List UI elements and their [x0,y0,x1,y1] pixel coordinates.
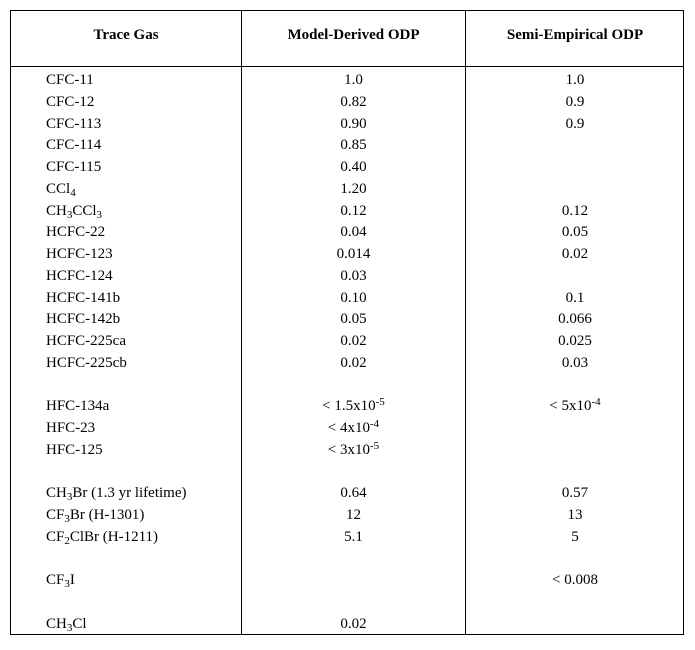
table-row: CFC-113 0.90 0.9 [11,114,683,136]
row-spacer [11,592,683,614]
table-row: CFC-114 0.85 [11,135,683,157]
model-odp-cell: 0.85 [340,137,367,154]
semi-empirical-odp-cell: 13 [567,507,583,523]
semi-empirical-odp-cell: 5 [571,528,579,545]
semi-empirical-odp-cell: 0.9 [565,115,585,132]
trace-gas-cell: HCFC-225ca [46,333,126,349]
trace-gas-cell: CF3I [46,572,75,591]
table-row: CCl4 1.20 [11,179,683,201]
trace-gas-cell: CF3Br (H-1301) [46,507,145,525]
model-odp-cell: 1.0 [344,72,363,88]
model-odp-cell: 0.64 [340,485,367,502]
model-odp-cell: 0.014 [336,246,371,262]
model-odp-cell: 0.82 [340,93,367,110]
model-odp-cell: < 3x10-5 [327,439,380,458]
semi-empirical-odp-cell: 0.1 [565,289,585,306]
table-row: HCFC-123 0.014 0.02 [11,244,683,266]
table-row: HCFC-22 0.04 0.05 [11,222,683,244]
header-trace-gas: Trace Gas [93,27,159,43]
model-odp-cell: 0.90 [340,115,367,132]
semi-empirical-odp-cell: 0.02 [561,246,589,262]
semi-empirical-odp-cell: 0.03 [561,354,589,371]
trace-gas-cell: CH3Cl [46,615,87,634]
row-spacer [11,375,683,397]
table-row: HFC-23 < 4x10-4 [11,418,683,440]
trace-gas-cell: CFC-115 [46,159,102,175]
semi-empirical-odp-cell: < 0.008 [552,572,598,589]
table-row: HCFC-225ca 0.02 0.025 [11,331,683,353]
header-model-derived-odp: Model-Derived ODP [287,27,420,43]
header-divider [11,66,683,67]
table-row: CF3Br (H-1301) 12 13 [11,505,683,527]
table-row: HFC-125 < 3x10-5 [11,440,683,462]
model-odp-cell: 0.03 [340,267,367,284]
trace-gas-cell: CCl4 [46,180,76,199]
table-row: CH3Cl 0.02 [11,614,683,636]
semi-empirical-odp-cell: 0.05 [561,224,589,241]
header-semi-empirical-odp: Semi-Empirical ODP [506,27,644,43]
column-divider [465,11,466,634]
row-spacer [11,549,683,571]
model-odp-cell: 0.10 [340,289,367,306]
trace-gas-cell: HCFC-22 [46,224,106,241]
semi-empirical-odp-cell: 1.0 [565,72,585,88]
table-row: CF3I < 0.008 [11,570,683,592]
table-row: CH3CCl3 0.12 0.12 [11,201,683,223]
trace-gas-cell: HCFC-225cb [46,354,127,371]
row-spacer [11,462,683,484]
trace-gas-cell: HCFC-123 [46,246,113,262]
model-odp-cell: 0.02 [340,333,367,349]
model-odp-cell: 0.02 [340,615,367,632]
semi-empirical-odp-cell: 0.12 [561,202,589,219]
column-divider [241,11,242,634]
table-row: CFC-115 0.40 [11,157,683,179]
trace-gas-cell: CFC-11 [46,72,94,88]
trace-gas-cell: CH3CCl3 [46,202,103,221]
model-odp-cell: 0.04 [340,224,367,241]
model-odp-cell: 0.05 [340,311,367,328]
model-odp-cell: 5.1 [344,528,363,545]
model-odp-cell: 0.12 [340,202,367,219]
model-odp-cell: 1.20 [340,180,367,197]
trace-gas-cell: HFC-134a [46,398,110,415]
trace-gas-cell: HCFC-141b [46,289,121,306]
model-odp-cell: 0.02 [340,354,367,371]
table-row: CFC-12 0.82 0.9 [11,92,683,114]
table-row: CFC-11 1.0 1.0 [11,70,683,92]
model-odp-cell: 12 [346,507,361,523]
table-row: HCFC-142b 0.05 0.066 [11,309,683,331]
semi-empirical-odp-cell: 0.025 [558,333,592,349]
semi-empirical-odp-cell: < 5x10-4 [549,396,601,415]
trace-gas-cell: CFC-113 [46,115,102,132]
semi-empirical-odp-cell: 0.9 [565,93,585,110]
model-odp-cell: < 1.5x10-5 [322,396,385,415]
model-odp-cell: < 4x10-4 [327,418,380,437]
semi-empirical-odp-cell: 0.066 [558,311,592,328]
table-row: HCFC-124 0.03 [11,266,683,288]
trace-gas-cell: CF2ClBr (H-1211) [46,528,159,547]
table-row: CF2ClBr (H-1211) 5.1 5 [11,527,683,549]
trace-gas-cell: HCFC-124 [46,267,113,284]
trace-gas-cell: HFC-125 [46,441,103,458]
table-body: CFC-11 1.0 1.0 CFC-12 0.82 0.9 CFC-113 0.90 0.9 C… [11,70,683,636]
table-row: HCFC-141b 0.10 0.1 [11,288,683,310]
table-row: HFC-134a < 1.5x10-5 < 5x10-4 [11,396,683,418]
model-odp-cell: 0.40 [340,159,367,175]
table-row: HCFC-225cb 0.02 0.03 [11,353,683,375]
trace-gas-cell: CH3Br (1.3 yr lifetime) [46,485,187,504]
table-row: CH3Br (1.3 yr lifetime) 0.64 0.57 [11,483,683,505]
trace-gas-cell: CFC-114 [46,137,102,154]
odp-table: Trace Gas Model-Derived ODP Semi-Empiric… [10,10,684,635]
trace-gas-cell: CFC-12 [46,93,95,110]
trace-gas-cell: HCFC-142b [46,311,121,328]
trace-gas-cell: HFC-23 [46,420,96,436]
semi-empirical-odp-cell: 0.57 [561,485,589,502]
